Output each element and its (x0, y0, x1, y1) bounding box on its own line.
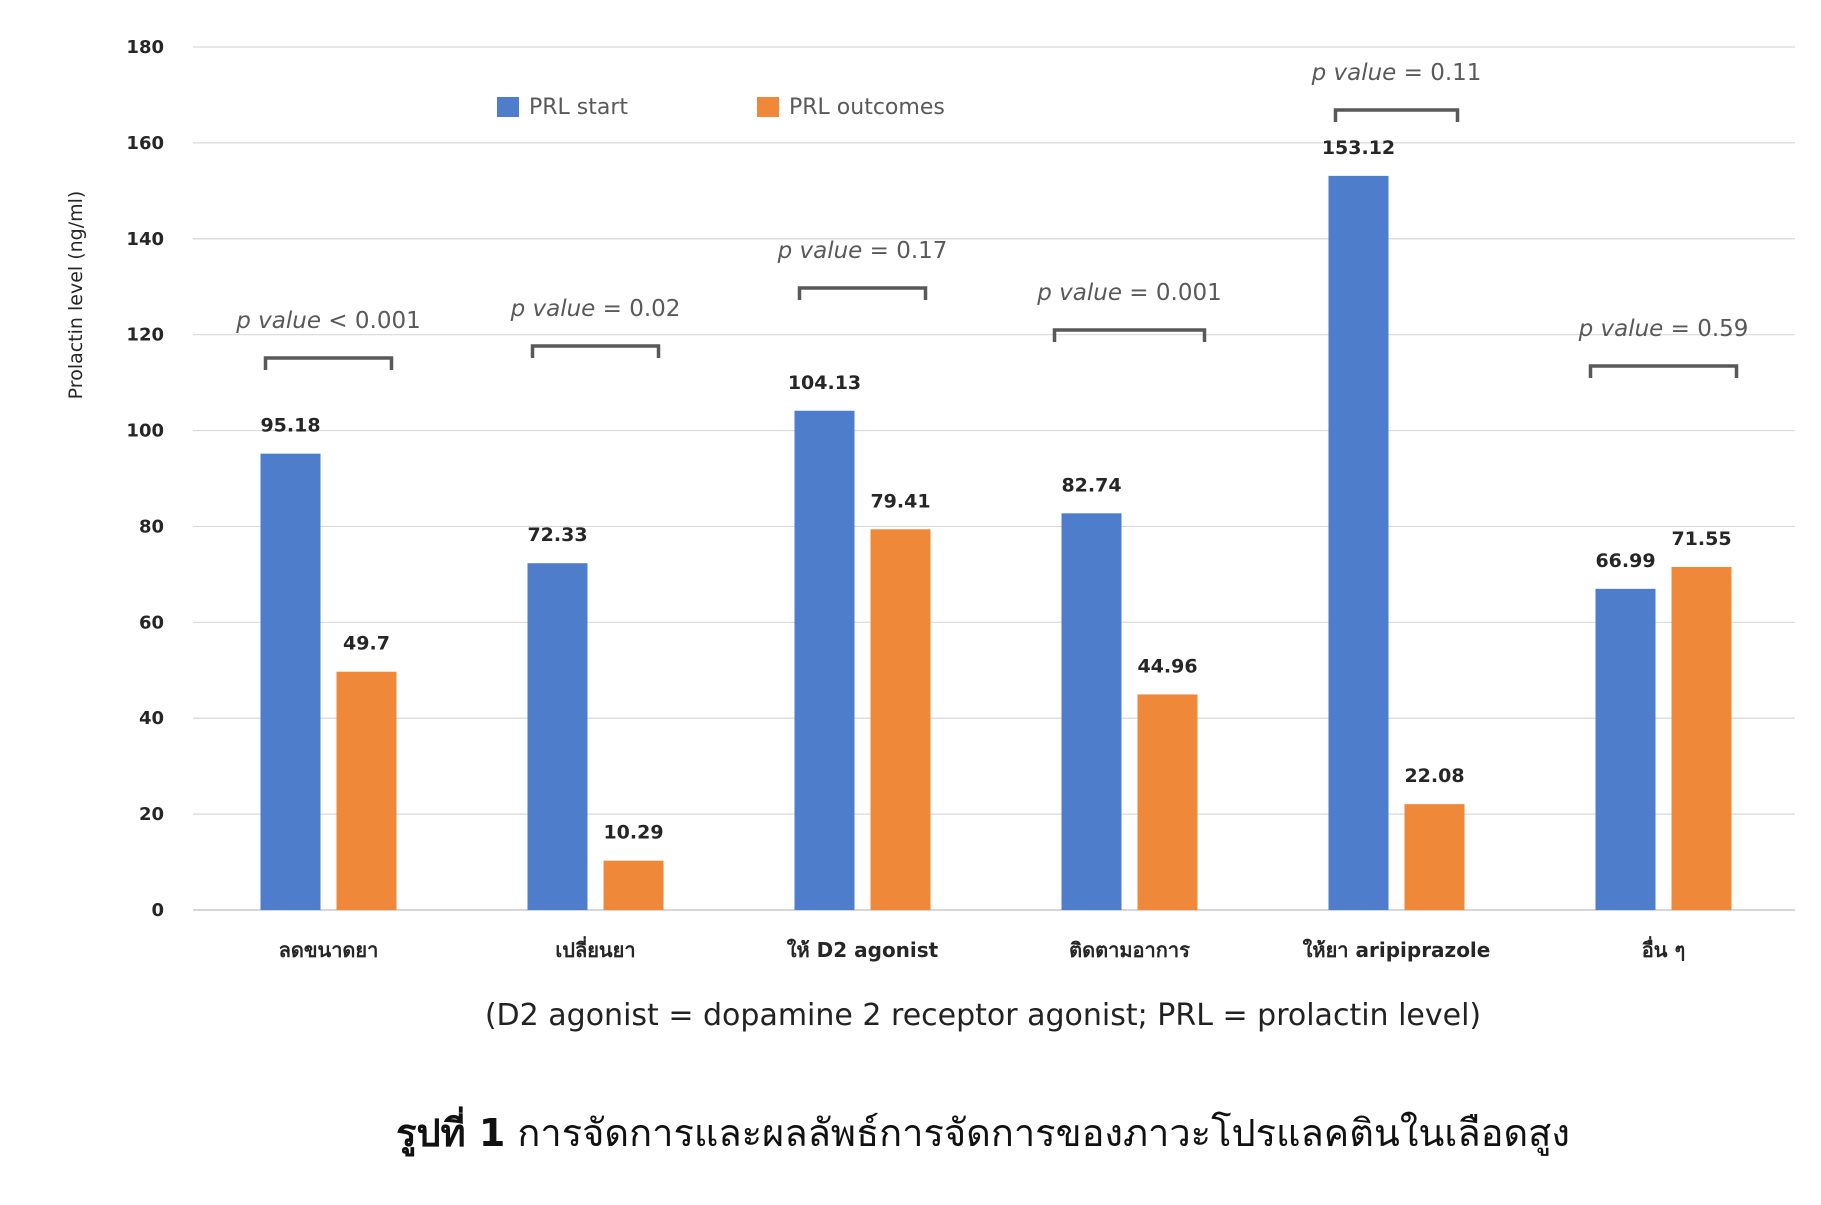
bar (1404, 804, 1465, 910)
p-value-label-prefix: p value (510, 296, 596, 322)
p-value-bracket (530, 344, 661, 358)
p-value-label-value: = 0.02 (595, 296, 680, 322)
bars (260, 175, 1732, 911)
p-value-label: p value < 0.001 (235, 308, 420, 334)
p-value-label-value: = 0.17 (862, 238, 947, 264)
category-label: ติดตามอาการ (1069, 938, 1190, 962)
p-value-label: p value = 0.001 (1036, 280, 1221, 306)
bar (336, 671, 397, 910)
p-value-label: p value = 0.17 (777, 238, 948, 264)
y-tick-label: 40 (139, 708, 164, 729)
p-value-label-value: = 0.59 (1663, 316, 1748, 342)
bar (1328, 175, 1389, 911)
y-tick-label: 160 (126, 133, 164, 154)
bar (260, 453, 321, 910)
p-value-label: p value = 0.59 (1578, 316, 1749, 342)
legend: PRL start PRL outcomes (497, 95, 945, 120)
legend-label: PRL start (529, 95, 628, 120)
p-value-bracket (797, 286, 928, 300)
figure-caption-label: รูปที่ 1 (396, 1106, 505, 1157)
figure-caption-text: การจัดการและผลลัพธ์การจัดการของภาวะโปรแล… (505, 1111, 1570, 1156)
bar (870, 529, 931, 910)
bar (1671, 566, 1732, 910)
bar (603, 860, 664, 910)
p-value-label: p value = 0.02 (510, 296, 681, 322)
category-label: ให้ D2 agonist (787, 938, 939, 962)
y-tick-label: 60 (139, 612, 164, 633)
bar (794, 410, 855, 910)
y-tick-label: 140 (126, 229, 164, 250)
y-tick-label: 100 (126, 421, 164, 442)
data-label: 95.18 (260, 415, 320, 437)
bar (1595, 588, 1656, 910)
y-tick-label: 80 (139, 516, 164, 537)
p-value-label: p value = 0.11 (1311, 60, 1482, 86)
category-label: อื่น ๆ (1642, 935, 1685, 962)
p-value-label-prefix: p value (235, 308, 321, 334)
y-tick-label: 120 (126, 325, 164, 346)
y-axis-label: Prolactin level (ng/ml) (65, 191, 87, 400)
category-label: เปลี่ยนยา (555, 935, 635, 962)
p-value-bracket (263, 356, 394, 370)
p-value-label-prefix: p value (1036, 280, 1122, 306)
legend-label: PRL outcomes (789, 95, 945, 120)
p-value-annotations: p value < 0.001 p value = 0.02p value = 0… (235, 60, 1748, 378)
y-tick-label: 20 (139, 804, 164, 825)
data-label: 72.33 (527, 524, 587, 546)
bar (1061, 513, 1122, 910)
bar (527, 563, 588, 910)
legend-swatch (497, 97, 519, 117)
data-label: 66.99 (1595, 550, 1655, 572)
p-value-bracket (1588, 364, 1739, 378)
data-label: 10.29 (603, 822, 663, 844)
p-value-label-value: < 0.001 (321, 308, 421, 334)
legend-swatch (757, 97, 779, 117)
p-value-label-prefix: p value (1578, 316, 1664, 342)
data-label: 71.55 (1671, 528, 1731, 550)
data-label: 22.08 (1404, 765, 1464, 787)
data-label: 79.41 (870, 490, 930, 512)
gridlines (193, 46, 1795, 911)
data-label: 104.13 (788, 372, 861, 394)
category-label: ให้ยา aripiprazole (1303, 938, 1491, 962)
p-value-bracket (1333, 108, 1460, 122)
y-tick-label: 0 (151, 900, 164, 921)
data-label: 44.96 (1137, 655, 1197, 677)
p-value-label-prefix: p value (1311, 60, 1397, 86)
p-value-bracket (1052, 328, 1207, 342)
category-labels: ลดขนาดยา เปลี่ยนยา ให้ D2 agonist ติดตามอาก… (279, 935, 1686, 962)
figure-caption: รูปที่ 1 การจัดการและผลลัพธ์การจัดการของ… (396, 1106, 1570, 1157)
abbreviation-note: (D2 agonist = dopamine 2 receptor agonis… (485, 998, 1481, 1033)
p-value-label-value: = 0.11 (1396, 60, 1481, 86)
data-label: 82.74 (1061, 474, 1121, 496)
p-value-label-value: = 0.001 (1122, 280, 1222, 306)
y-axis-ticks: 0 20 40 60 80 100 120 140 160 180 (126, 37, 164, 921)
data-label: 49.7 (343, 633, 390, 655)
y-tick-label: 180 (126, 37, 164, 58)
data-labels: 95.18 49.7 72.33 10.29 104.13 79.41 82.74 44.96… (260, 137, 1731, 844)
data-label: 153.12 (1322, 137, 1395, 159)
bar (1137, 694, 1198, 910)
p-value-label-prefix: p value (777, 238, 863, 264)
category-label: ลดขนาดยา (279, 938, 379, 962)
